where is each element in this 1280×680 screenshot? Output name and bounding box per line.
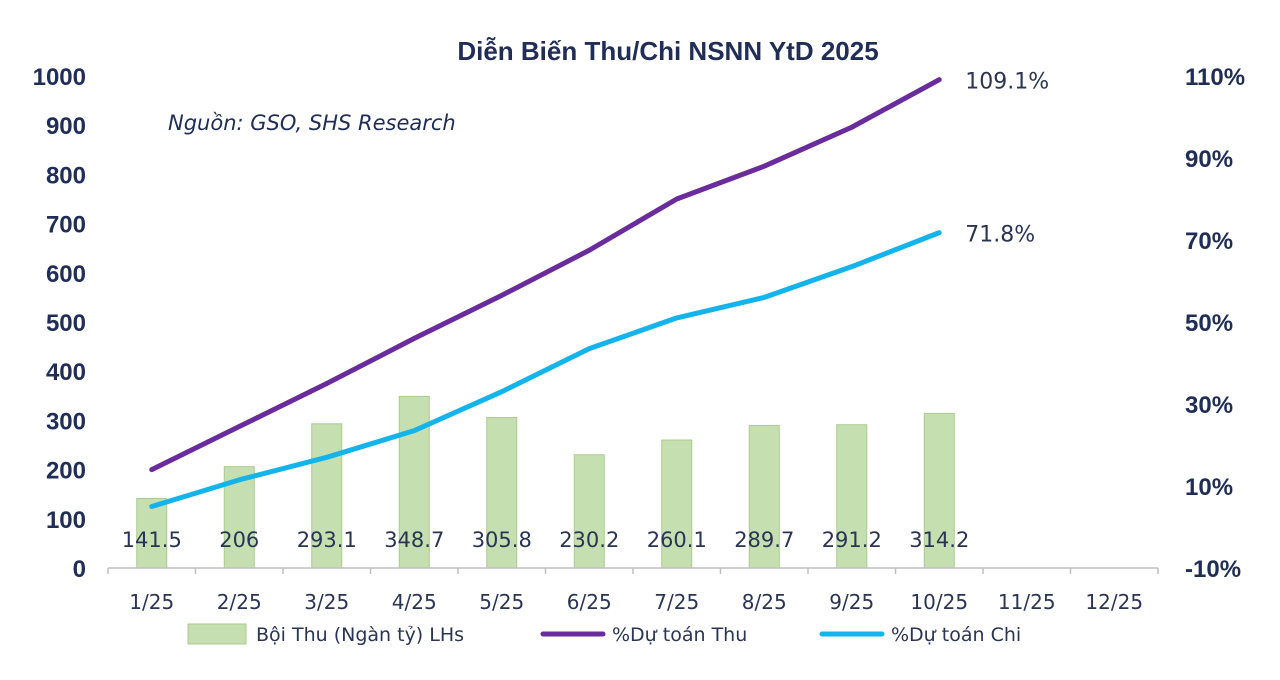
x-tick-label: 10/25 bbox=[910, 590, 968, 614]
bar bbox=[923, 412, 955, 569]
bar bbox=[573, 454, 605, 569]
x-tick-label: 11/25 bbox=[998, 590, 1056, 614]
bar-data-label: 141.5 bbox=[122, 528, 182, 552]
right-tick-label: -10% bbox=[1185, 556, 1241, 583]
left-tick-label: 200 bbox=[46, 458, 86, 485]
right-tick-label: 30% bbox=[1185, 392, 1233, 419]
right-axis-ticks: -10% 10% 30% 50% 70% 90% 110% bbox=[1185, 64, 1245, 583]
end-label-chi: 71.8% bbox=[965, 223, 1035, 248]
chart-title: Diễn Biến Thu/Chi NSNN YtD 2025 bbox=[457, 36, 878, 66]
bar bbox=[311, 423, 343, 569]
x-tick-label: 3/25 bbox=[304, 590, 349, 614]
right-tick-label: 90% bbox=[1185, 146, 1233, 173]
left-tick-label: 600 bbox=[46, 261, 86, 288]
bar-data-label: 289.7 bbox=[734, 528, 794, 552]
x-tick-label: 5/25 bbox=[479, 590, 524, 614]
bar-data-label: 293.1 bbox=[297, 528, 357, 552]
bar-data-label: 230.2 bbox=[559, 528, 619, 552]
x-tick-label: 2/25 bbox=[217, 590, 262, 614]
bar-data-labels: 141.5 206 293.1 348.7 305.8 230.2 260.1 289.7 29… bbox=[122, 528, 970, 552]
bar-data-label: 206 bbox=[219, 528, 259, 552]
left-tick-label: 100 bbox=[46, 507, 86, 534]
x-tick-label: 12/25 bbox=[1085, 590, 1143, 614]
legend-label-thu: %Dự toán Thu bbox=[612, 624, 747, 646]
end-label-thu: 109.1% bbox=[965, 70, 1049, 95]
bar-data-label: 348.7 bbox=[384, 528, 444, 552]
legend-label-chi: %Dự toán Chi bbox=[891, 624, 1021, 646]
line-du-toan-thu bbox=[149, 77, 942, 473]
x-tick-label: 1/25 bbox=[129, 590, 174, 614]
x-tick-label: 7/25 bbox=[654, 590, 699, 614]
bar-data-label: 305.8 bbox=[472, 528, 532, 552]
chart-source: Nguồn: GSO, SHS Research bbox=[168, 111, 456, 135]
bar-series bbox=[136, 395, 955, 569]
bar-data-label: 291.2 bbox=[822, 528, 882, 552]
right-tick-label: 10% bbox=[1185, 474, 1233, 501]
x-tick-label: 4/25 bbox=[392, 590, 437, 614]
right-tick-label: 70% bbox=[1185, 228, 1233, 255]
x-tick-label: 9/25 bbox=[829, 590, 874, 614]
legend: Bội Thu (Ngàn tỷ) LHs %Dự toán Thu %Dự t… bbox=[187, 623, 1021, 646]
right-tick-label: 50% bbox=[1185, 310, 1233, 337]
x-tick-label: 6/25 bbox=[567, 590, 612, 614]
legend-swatch-bars bbox=[187, 623, 247, 645]
bar-data-label: 314.2 bbox=[909, 528, 969, 552]
left-tick-label: 300 bbox=[46, 408, 86, 435]
bar-data-label: 260.1 bbox=[647, 528, 707, 552]
left-tick-label: 900 bbox=[46, 113, 86, 140]
right-tick-label: 110% bbox=[1185, 64, 1245, 91]
bar bbox=[748, 424, 780, 569]
x-axis-ticks: 1/25 2/25 3/25 4/25 5/25 6/25 7/25 8/25 9/25 10/2… bbox=[107, 568, 1159, 614]
left-tick-label: 500 bbox=[46, 310, 86, 337]
line-series bbox=[149, 77, 942, 509]
left-tick-label: 700 bbox=[46, 212, 86, 239]
left-tick-label: 1000 bbox=[33, 64, 86, 91]
legend-label-bars: Bội Thu (Ngàn tỷ) LHs bbox=[256, 624, 464, 646]
left-tick-label: 800 bbox=[46, 162, 86, 189]
x-tick-label: 8/25 bbox=[742, 590, 787, 614]
left-tick-label: 0 bbox=[73, 556, 86, 583]
bar bbox=[136, 497, 168, 569]
left-axis-ticks: 0 100 200 300 400 500 600 700 800 900 1000 bbox=[33, 64, 86, 583]
line-end-labels: 109.1% 71.8% bbox=[965, 70, 1049, 248]
left-tick-label: 400 bbox=[46, 359, 86, 386]
line-du-toan-chi bbox=[149, 230, 942, 509]
